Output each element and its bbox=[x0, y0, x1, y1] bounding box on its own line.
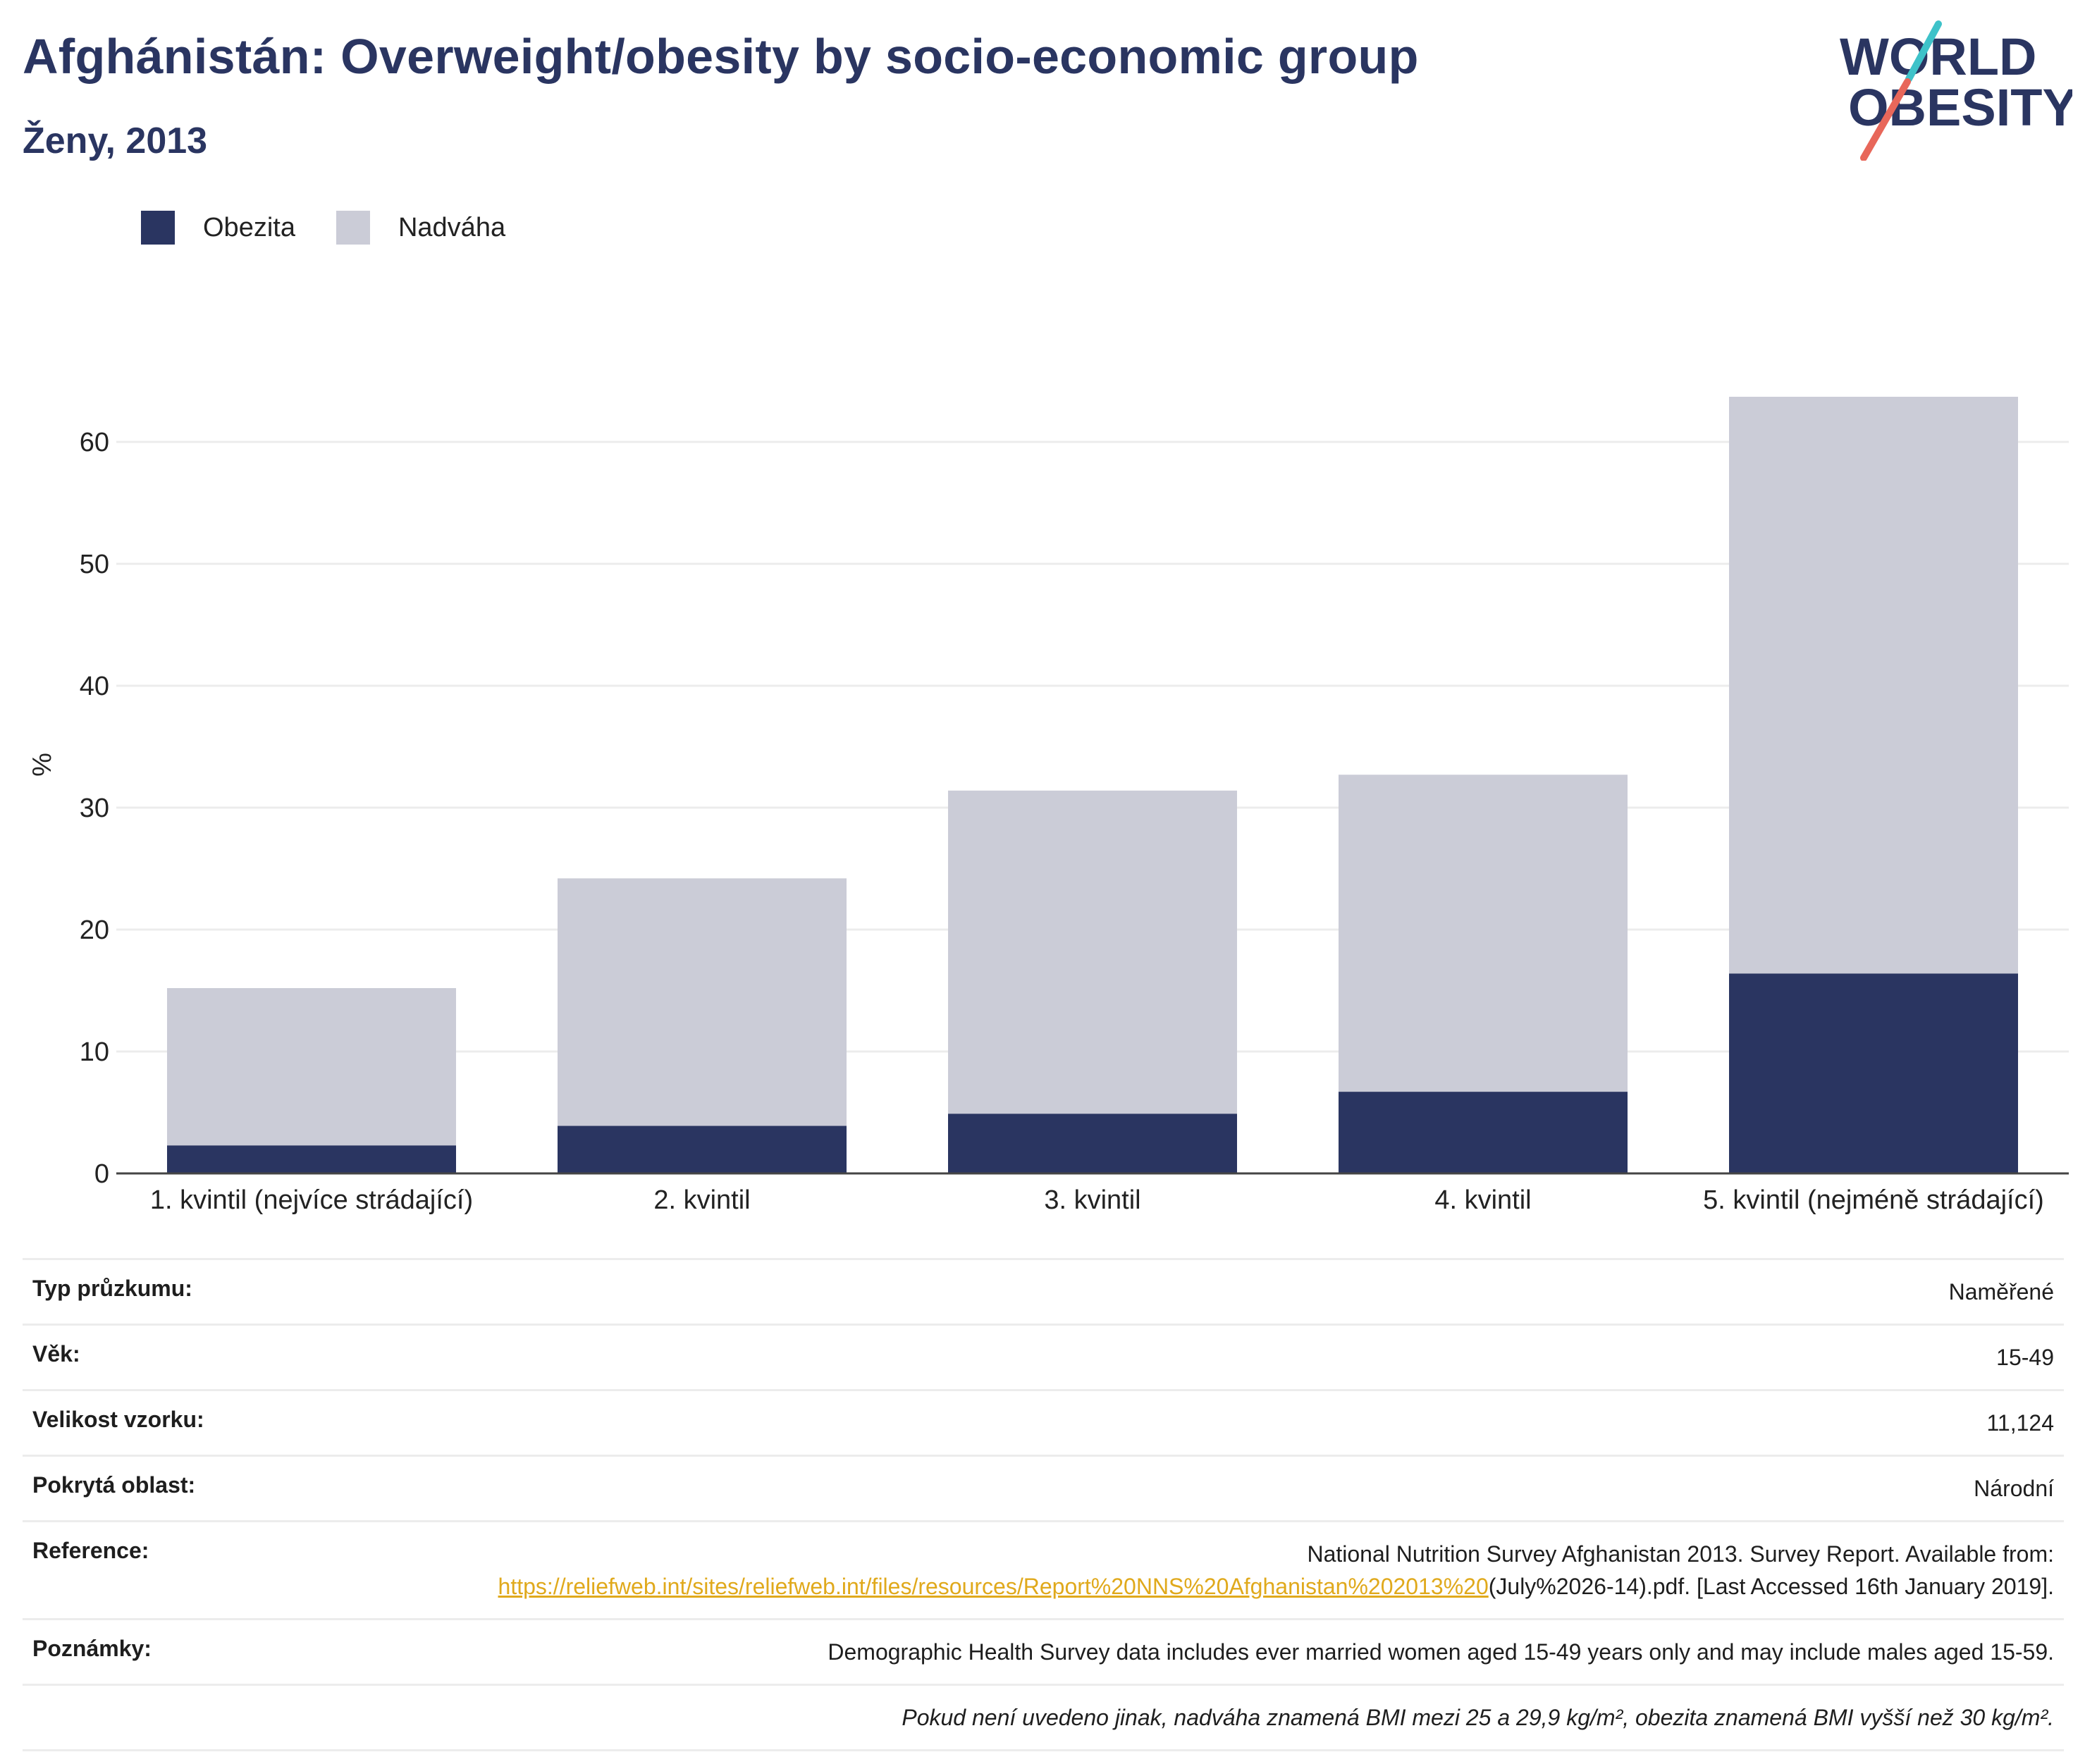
info-label: Pokrytá oblast: bbox=[23, 1455, 409, 1522]
bar-chart: 0 10 20 30 40 50 60% 1. kvintil (nejvíce stráda… bbox=[27, 396, 2069, 1215]
chart-subtitle: Ženy, 2013 bbox=[23, 121, 208, 161]
survey-info-table: Typ průzkumu: Naměřené Věk: 15-49 Veliko… bbox=[23, 1258, 2064, 1751]
info-row-age: Věk: 15-49 bbox=[23, 1324, 2064, 1390]
y-tick-label: 60 bbox=[80, 428, 109, 457]
y-axis-label: % bbox=[27, 753, 57, 777]
bar-obesity bbox=[1729, 973, 2018, 1173]
info-value: 15-49 bbox=[409, 1324, 2064, 1390]
bar-overweight bbox=[558, 878, 847, 1126]
reference-text: National Nutrition Survey Afghanistan 20… bbox=[1307, 1541, 2054, 1567]
reference-link[interactable]: https://reliefweb.int/sites/reliefweb.in… bbox=[498, 1574, 1489, 1599]
info-value: Národní bbox=[409, 1455, 2064, 1522]
y-tick-label: 30 bbox=[80, 794, 109, 823]
info-label: Věk: bbox=[23, 1324, 409, 1390]
bar-obesity bbox=[558, 1125, 847, 1173]
y-tick-label: 10 bbox=[80, 1037, 109, 1067]
info-row-area: Pokrytá oblast: Národní bbox=[23, 1455, 2064, 1522]
y-tick-label: 20 bbox=[80, 915, 109, 945]
y-tick-label: 40 bbox=[80, 672, 109, 701]
legend-label-obesity: Obezita bbox=[203, 212, 295, 242]
y-tick-label: 0 bbox=[94, 1159, 109, 1189]
legend-swatch-overweight bbox=[336, 211, 370, 245]
x-tick-label: 5. kvintil (nejméně strádající) bbox=[1703, 1185, 2044, 1215]
info-value: National Nutrition Survey Afghanistan 20… bbox=[409, 1520, 2064, 1620]
x-tick-label: 2. kvintil bbox=[653, 1185, 750, 1215]
y-tick-label: 50 bbox=[80, 550, 109, 579]
info-label: Reference: bbox=[23, 1520, 409, 1620]
bar-obesity bbox=[948, 1114, 1237, 1173]
bar-overweight bbox=[1339, 775, 1628, 1092]
x-tick-label: 4. kvintil bbox=[1434, 1185, 1531, 1215]
bar-overweight bbox=[1729, 396, 2018, 974]
chart-legend: Obezita Nadváha bbox=[141, 209, 546, 247]
bar-obesity bbox=[167, 1145, 456, 1173]
info-value: Demographic Health Survey data includes … bbox=[409, 1618, 2064, 1685]
info-value: Naměřené bbox=[409, 1258, 2064, 1325]
info-label: Velikost vzorku: bbox=[23, 1389, 409, 1456]
chart-title: Afghánistán: Overweight/obesity by socio… bbox=[23, 29, 1419, 84]
legend-swatch-obesity bbox=[141, 211, 175, 245]
x-tick-label: 1. kvintil (nejvíce strádající) bbox=[150, 1185, 473, 1215]
info-label: Typ průzkumu: bbox=[23, 1258, 409, 1325]
bar-overweight bbox=[167, 988, 456, 1146]
info-row-survey-type: Typ průzkumu: Naměřené bbox=[23, 1258, 2064, 1325]
legend-item-overweight[interactable]: Nadváha bbox=[336, 211, 505, 245]
info-row-sample-size: Velikost vzorku: 11,124 bbox=[23, 1389, 2064, 1456]
footnote: Pokud není uvedeno jinak, nadváha znamen… bbox=[23, 1684, 2064, 1751]
x-tick-label: 3. kvintil bbox=[1044, 1185, 1140, 1215]
world-obesity-logo: WORLD OBESITY bbox=[1840, 20, 2072, 161]
legend-item-obesity[interactable]: Obezita bbox=[141, 211, 295, 245]
info-row-reference: Reference: National Nutrition Survey Afg… bbox=[23, 1520, 2064, 1620]
info-label: Poznámky: bbox=[23, 1618, 409, 1685]
bar-obesity bbox=[1339, 1092, 1628, 1173]
logo-line2: OBESITY bbox=[1848, 78, 2072, 137]
legend-label-overweight: Nadváha bbox=[398, 212, 506, 242]
info-row-footnote: Pokud není uvedeno jinak, nadváha znamen… bbox=[23, 1684, 2064, 1751]
reference-text-after: (July%2026-14).pdf. [Last Accessed 16th … bbox=[1488, 1574, 2054, 1599]
bar-overweight bbox=[948, 790, 1237, 1114]
logo-line1: WORLD bbox=[1840, 27, 2037, 86]
info-row-notes: Poznámky: Demographic Health Survey data… bbox=[23, 1618, 2064, 1685]
info-value: 11,124 bbox=[409, 1389, 2064, 1456]
